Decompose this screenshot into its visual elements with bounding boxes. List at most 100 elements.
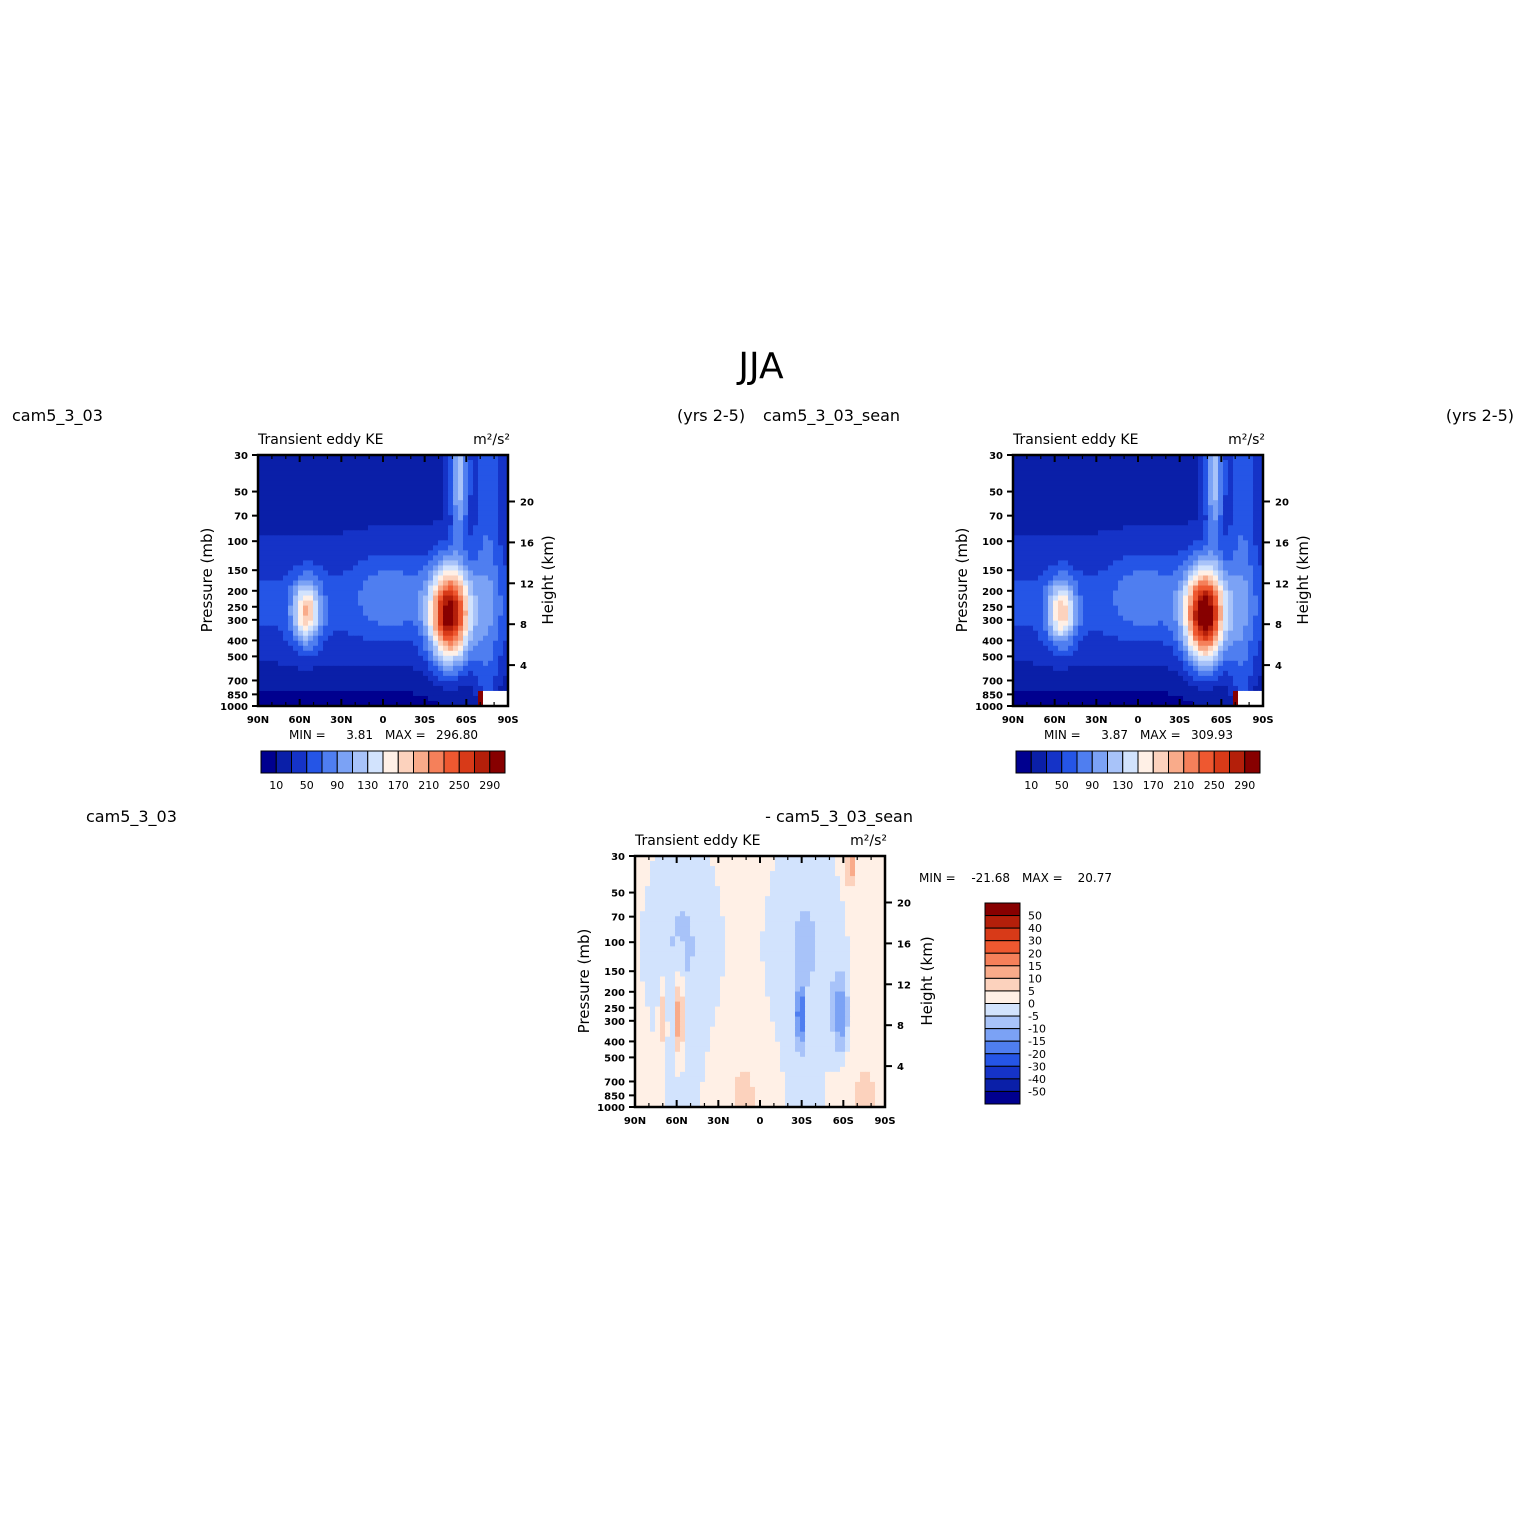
heatmap-cell [388,680,394,687]
heatmap-cell [1208,685,1214,692]
heatmap-cell [478,555,484,562]
heatmap-cell [1178,455,1184,461]
heatmap-cell [318,595,324,602]
heatmap-cell [1123,520,1129,526]
heatmap-cell [1223,675,1229,682]
heatmap-cell [1033,490,1039,496]
heatmap-cell [418,605,424,612]
heatmap-cell [1193,540,1199,546]
heatmap-cell [1063,465,1069,471]
heatmap-cell [1223,665,1229,672]
heatmap-cell [448,455,454,461]
heatmap-cell [1073,480,1079,486]
heatmap-cell [1123,495,1129,501]
heatmap-cell [1198,640,1204,647]
heatmap-cell [1188,660,1194,667]
heatmap-cell [1098,625,1104,632]
heatmap-cell [363,555,369,562]
heatmap-cell [258,640,264,647]
heatmap-cell [1253,575,1259,582]
heatmap-cell [1178,560,1184,567]
heatmap-cell [1048,635,1054,642]
heatmap-cell [488,650,494,657]
heatmap-cell [438,575,444,582]
heatmap-cell [333,580,339,587]
heatmap-cell [263,605,269,612]
heatmap-cell [438,660,444,667]
heatmap-cell [283,485,289,491]
heatmap-cell [1253,660,1259,667]
heatmap-cell [1133,640,1139,647]
heatmap-cell [1033,495,1039,501]
heatmap-cell [1258,640,1264,647]
heatmap-cell [1123,545,1129,551]
heatmap-cell [398,600,404,607]
heatmap-cell [433,640,439,647]
heatmap-cell [453,480,459,486]
heatmap-cell [278,625,284,632]
heatmap-cell [1128,640,1134,647]
heatmap-cell [318,650,324,657]
heatmap-cell [1193,475,1199,481]
heatmap-cell [1103,525,1109,531]
heatmap-cell [1168,560,1174,567]
heatmap-cell [1108,685,1114,692]
heatmap-cell [1063,635,1069,642]
heatmap-cell [398,565,404,572]
heatmap-cell [1038,480,1044,486]
heatmap-cell [273,670,279,677]
heatmap-cell [428,625,434,632]
heatmap-cell [493,660,499,667]
panel-units: m²/s² [850,833,887,849]
heatmap-cell [1193,595,1199,602]
heatmap-cell [1063,550,1069,556]
heatmap-cell [348,645,354,652]
heatmap-cell [283,630,289,637]
heatmap-cell [1098,575,1104,582]
heatmap-cell [338,575,344,582]
heatmap-cell [433,630,439,637]
heatmap-cell [498,550,504,556]
heatmap-cell [1053,630,1059,637]
heatmap-cell [1218,635,1224,642]
heatmap-cell [1253,630,1259,637]
heatmap-cell [1223,565,1229,572]
heatmap-cell [403,595,409,602]
heatmap-cell [443,615,449,622]
heatmap-cell [1218,540,1224,546]
heatmap-cell [468,590,474,597]
heatmap-cell [258,665,264,672]
heatmap-cell [408,600,414,607]
heatmap-cell [338,550,344,556]
heatmap-cell [1068,510,1074,516]
heatmap-cell [363,505,369,511]
heatmap-cell [1198,465,1204,471]
heatmap-cell [1183,670,1189,677]
heatmap-cell [483,640,489,647]
heatmap-cell [353,620,359,627]
heatmap-cell [263,625,269,632]
heatmap-cell [323,680,329,687]
heatmap-cell [318,505,324,511]
heatmap-cell [1198,470,1204,476]
heatmap-cell [1078,485,1084,491]
heatmap-cell [478,510,484,516]
heatmap-cell [1148,495,1154,501]
heatmap-cell [1183,495,1189,501]
heatmap-cell [438,585,444,592]
heatmap-cell [338,625,344,632]
heatmap-cell [1178,575,1184,582]
heatmap-cell [353,500,359,506]
heatmap-cell [488,480,494,486]
heatmap-cell [493,510,499,516]
heatmap-cell [458,660,464,667]
heatmap-cell [258,620,264,627]
heatmap-cell [1028,510,1034,516]
heatmap-cell [333,630,339,637]
heatmap-cell [1018,525,1024,531]
heatmap-cell [493,575,499,582]
heatmap-cell [1013,625,1019,632]
heatmap-cell [1053,460,1059,466]
heatmap-cell [1098,515,1104,521]
heatmap-cell [1218,630,1224,637]
